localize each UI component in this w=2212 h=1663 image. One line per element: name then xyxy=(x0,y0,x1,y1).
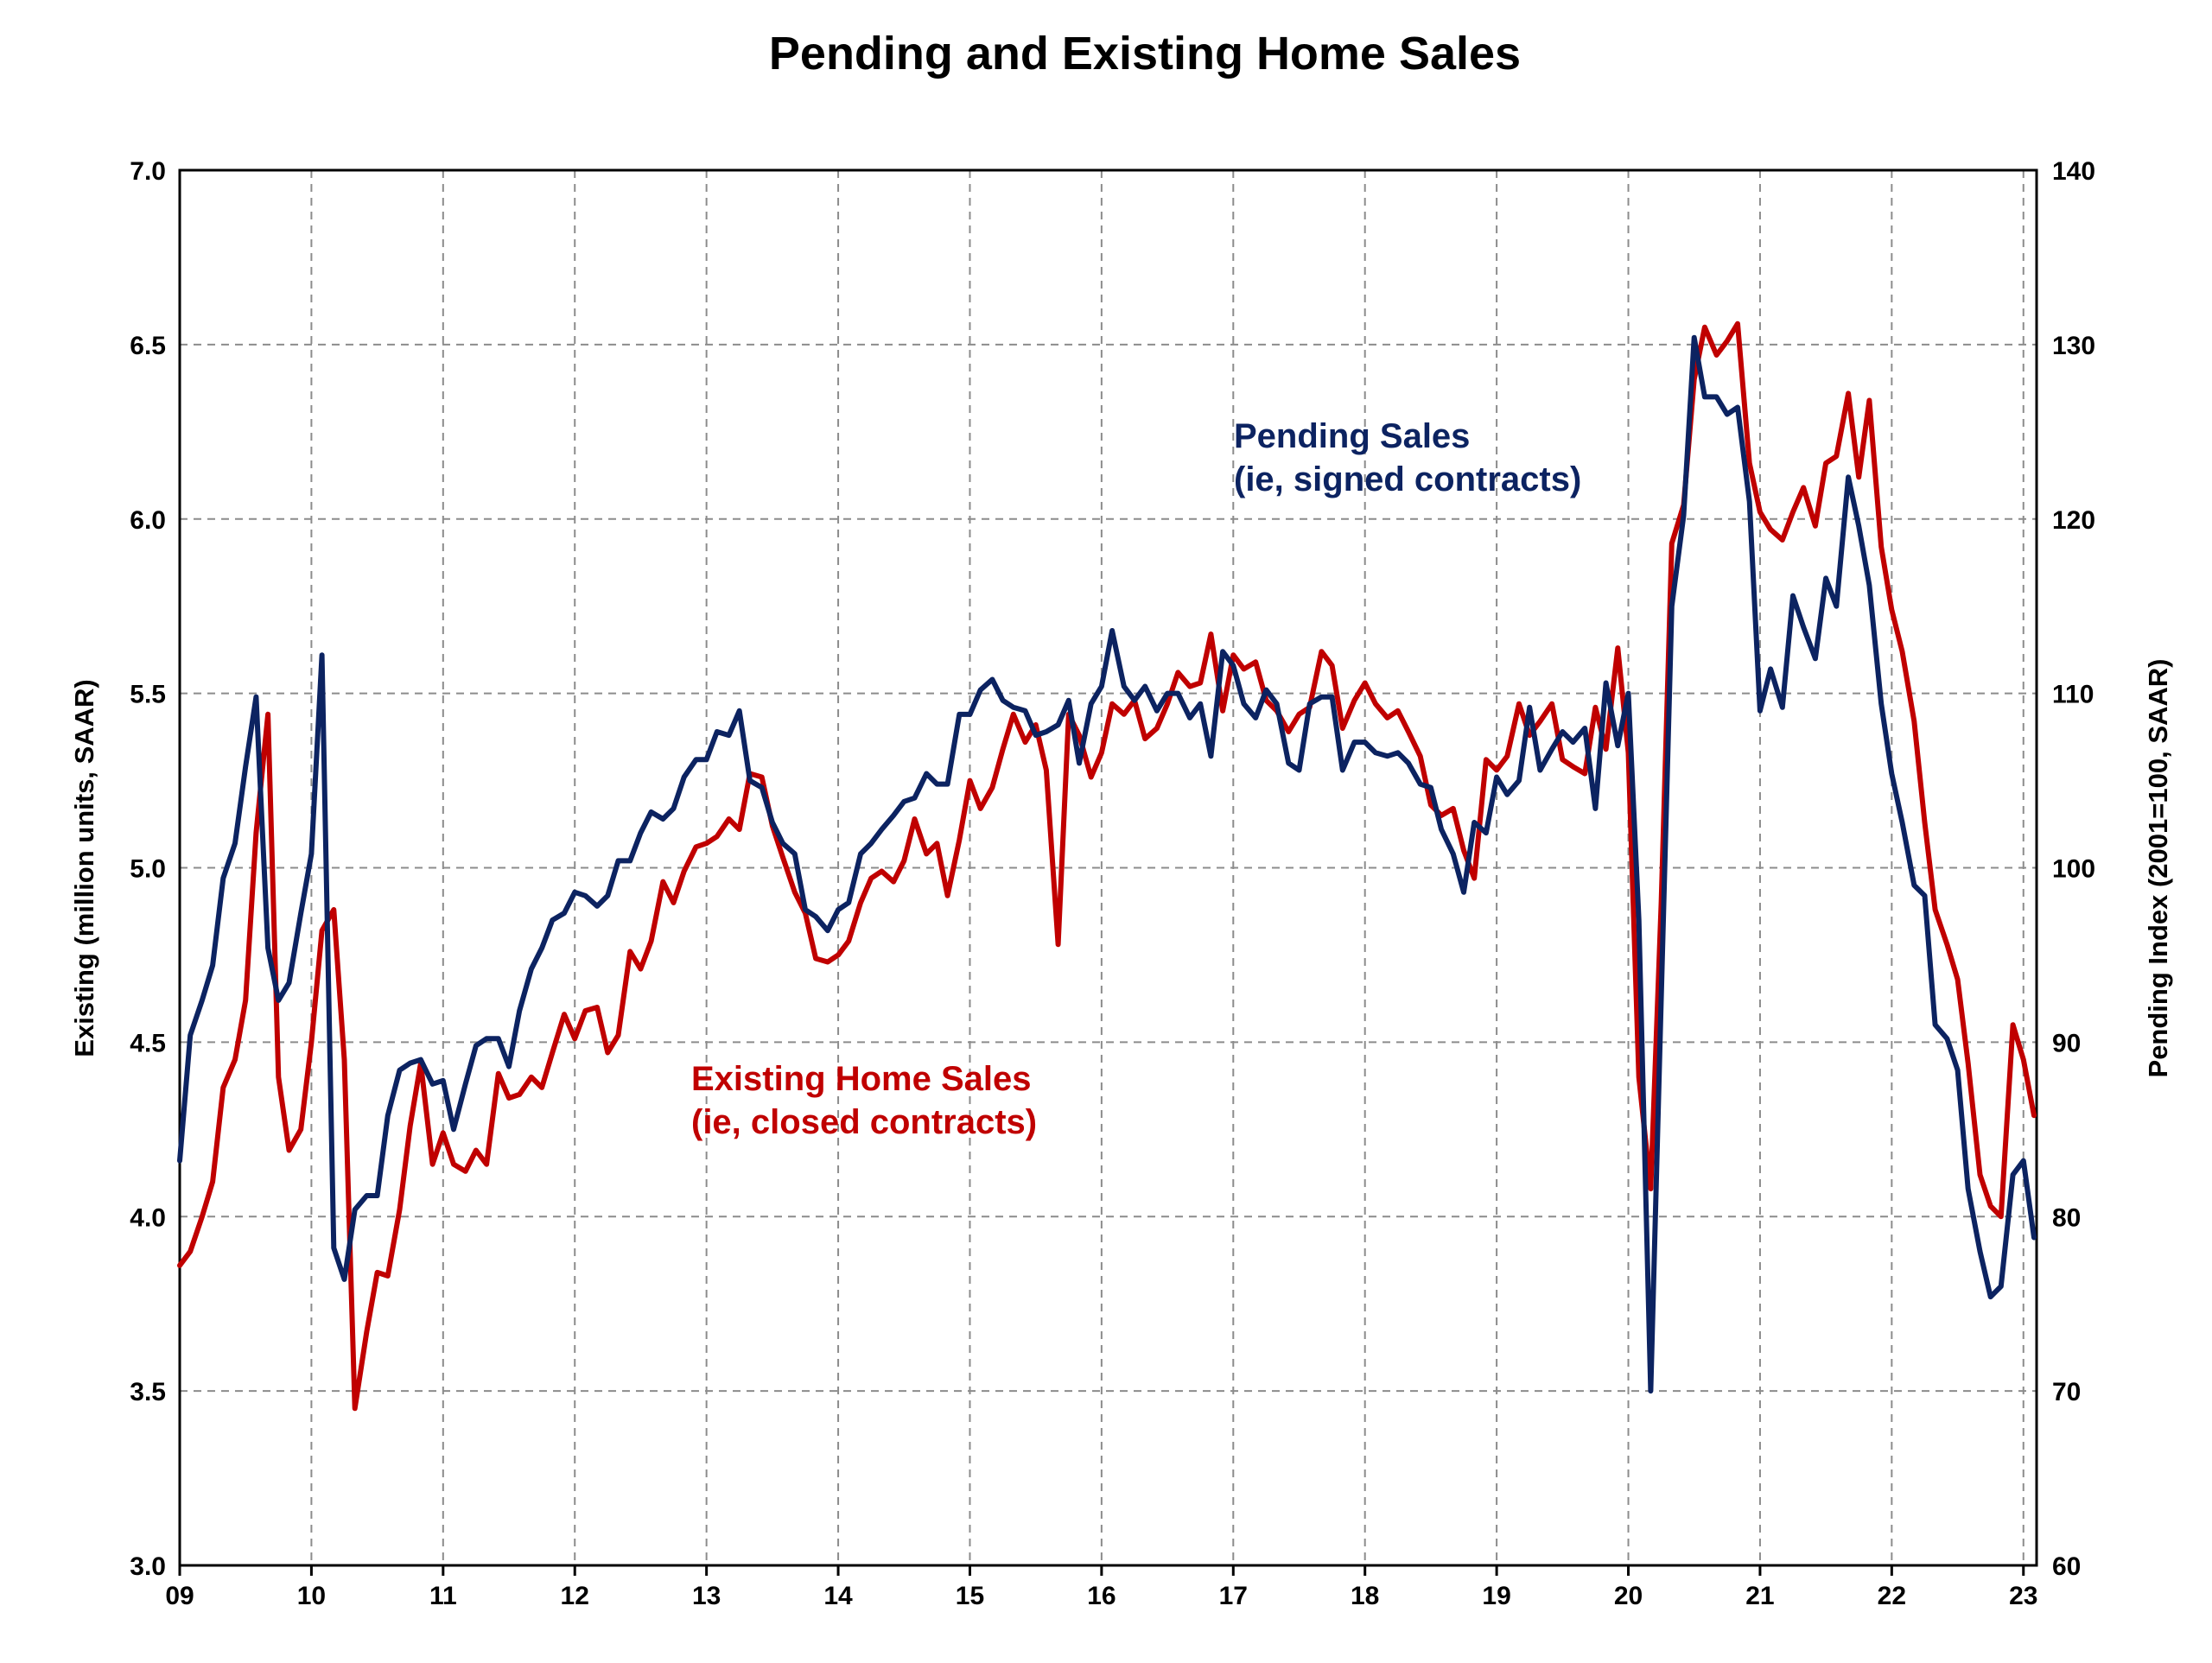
x-axis-ticks: 09 10 11 12 13 14 15 16 17 18 19 20 21 22 23 xyxy=(165,1565,2037,1610)
right-axis-ticks: 60 70 80 90 100 110 120 130 140 xyxy=(2052,157,2095,1581)
x-tick-label: 18 xyxy=(1351,1582,1379,1610)
x-tick-label: 14 xyxy=(823,1582,853,1610)
annotation-line: Existing Home Sales xyxy=(691,1060,1031,1098)
left-axis-title: Existing (million units, SAAR) xyxy=(69,679,99,1057)
x-tick-label: 23 xyxy=(2009,1582,2037,1610)
x-tick-label: 17 xyxy=(1219,1582,1248,1610)
plot-area-border xyxy=(178,168,2038,1567)
right-tick-label: 120 xyxy=(2052,506,2095,535)
right-tick-label: 70 xyxy=(2052,1378,2081,1406)
series-layer xyxy=(177,321,2037,1412)
x-tick-label: 20 xyxy=(1614,1582,1643,1610)
series-annotation: Existing Home Sales (ie, closed contracts… xyxy=(691,1060,1037,1141)
chart-title: Pending and Existing Home Sales xyxy=(769,28,1521,79)
x-tick-label: 19 xyxy=(1482,1582,1510,1610)
x-tick-label: 12 xyxy=(561,1582,589,1610)
left-tick-label: 3.5 xyxy=(130,1378,166,1406)
right-tick-label: 130 xyxy=(2052,332,2095,360)
left-tick-label: 5.0 xyxy=(130,855,166,884)
left-axis-ticks: 3.0 3.5 4.0 4.5 5.0 5.5 6.0 6.5 7.0 xyxy=(130,157,166,1581)
series-annotation: Pending Sales (ie, signed contracts) xyxy=(1234,417,1581,498)
x-tick-label: 09 xyxy=(165,1582,194,1610)
right-tick-label: 60 xyxy=(2052,1552,2081,1581)
x-tick-label: 10 xyxy=(297,1582,326,1610)
x-tick-label: 15 xyxy=(956,1582,984,1610)
left-tick-label: 4.0 xyxy=(130,1203,166,1232)
right-tick-label: 90 xyxy=(2052,1029,2081,1057)
right-tick-label: 100 xyxy=(2052,855,2095,884)
annotation-layer: Pending Sales (ie, signed contracts) Exist… xyxy=(691,417,1581,1141)
x-tick-label: 22 xyxy=(1878,1582,1906,1610)
annotation-line: (ie, signed contracts) xyxy=(1234,460,1581,498)
grid-lines xyxy=(180,170,2037,1565)
right-tick-label: 140 xyxy=(2052,157,2095,186)
annotation-line: (ie, closed contracts) xyxy=(691,1103,1037,1141)
left-tick-label: 5.5 xyxy=(130,681,166,709)
x-tick-label: 16 xyxy=(1087,1582,1116,1610)
right-axis-title: Pending Index (2001=100, SAAR) xyxy=(2143,659,2173,1078)
x-tick-label: 11 xyxy=(429,1582,457,1610)
left-tick-label: 6.5 xyxy=(130,332,166,360)
pending-sales-line xyxy=(177,334,2037,1394)
right-tick-label: 110 xyxy=(2052,681,2094,709)
x-tick-label: 21 xyxy=(1745,1582,1774,1610)
annotation-line: Pending Sales xyxy=(1234,417,1470,455)
right-tick-label: 80 xyxy=(2052,1203,2081,1232)
left-tick-label: 3.0 xyxy=(130,1552,166,1581)
existing-home-sales-line xyxy=(177,321,2037,1412)
left-tick-label: 4.5 xyxy=(130,1029,166,1057)
left-tick-label: 7.0 xyxy=(130,157,166,186)
x-tick-label: 13 xyxy=(692,1582,721,1610)
left-tick-label: 6.0 xyxy=(130,506,166,535)
